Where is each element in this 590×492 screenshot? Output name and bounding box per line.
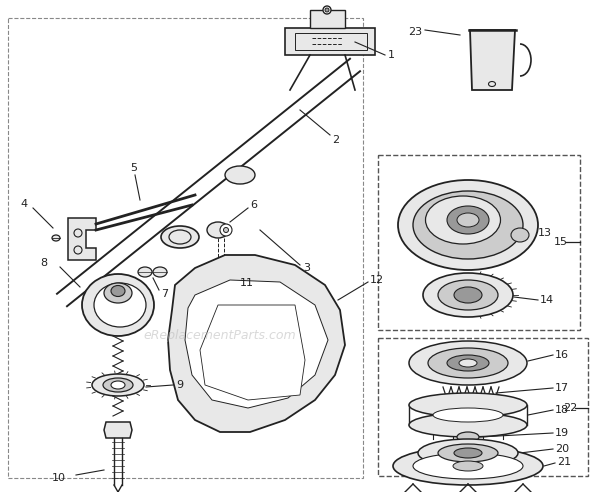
- Text: 10: 10: [52, 473, 66, 483]
- Bar: [295, 33, 367, 50]
- Text: 11: 11: [240, 278, 254, 288]
- Ellipse shape: [104, 283, 132, 303]
- Ellipse shape: [220, 224, 232, 236]
- Text: 20: 20: [555, 444, 569, 454]
- Ellipse shape: [111, 285, 125, 297]
- Ellipse shape: [207, 222, 229, 238]
- Text: 16: 16: [555, 350, 569, 360]
- Ellipse shape: [103, 378, 133, 392]
- Ellipse shape: [454, 448, 482, 458]
- Ellipse shape: [413, 453, 523, 479]
- Ellipse shape: [433, 408, 503, 422]
- Ellipse shape: [94, 283, 146, 327]
- Ellipse shape: [52, 235, 60, 241]
- Polygon shape: [200, 305, 305, 400]
- Ellipse shape: [409, 341, 527, 385]
- Ellipse shape: [224, 227, 228, 233]
- Text: 8: 8: [40, 258, 47, 268]
- Text: eReplacementParts.com: eReplacementParts.com: [144, 329, 296, 341]
- Polygon shape: [68, 218, 96, 260]
- Text: 13: 13: [538, 228, 552, 238]
- Text: 5: 5: [130, 163, 137, 173]
- Ellipse shape: [457, 432, 479, 442]
- Ellipse shape: [457, 213, 479, 227]
- Text: 3: 3: [303, 263, 310, 273]
- Ellipse shape: [393, 447, 543, 485]
- Text: 18: 18: [555, 405, 569, 415]
- Ellipse shape: [398, 180, 538, 270]
- Polygon shape: [104, 422, 132, 438]
- Ellipse shape: [138, 267, 152, 277]
- Text: 23: 23: [408, 27, 422, 37]
- Bar: [378, 155, 580, 330]
- Polygon shape: [285, 28, 375, 55]
- Text: 4: 4: [20, 199, 27, 209]
- Text: 19: 19: [555, 428, 569, 438]
- Text: 2: 2: [332, 135, 339, 145]
- Ellipse shape: [82, 274, 154, 336]
- Ellipse shape: [438, 444, 498, 462]
- Ellipse shape: [92, 374, 144, 396]
- Text: 12: 12: [370, 275, 384, 285]
- Ellipse shape: [425, 196, 500, 244]
- Ellipse shape: [323, 6, 331, 14]
- Polygon shape: [168, 255, 345, 432]
- Ellipse shape: [161, 226, 199, 248]
- Polygon shape: [470, 30, 515, 90]
- Text: 9: 9: [176, 380, 183, 390]
- Ellipse shape: [428, 348, 508, 378]
- Ellipse shape: [447, 206, 489, 234]
- Ellipse shape: [418, 439, 518, 467]
- Text: 1: 1: [388, 50, 395, 60]
- Ellipse shape: [153, 267, 167, 277]
- Polygon shape: [310, 10, 345, 28]
- Ellipse shape: [453, 461, 483, 471]
- Text: 7: 7: [161, 289, 168, 299]
- Ellipse shape: [447, 355, 489, 371]
- Text: 6: 6: [250, 200, 257, 210]
- Bar: [8, 18, 363, 478]
- Text: 21: 21: [557, 457, 571, 467]
- Ellipse shape: [192, 298, 208, 312]
- Ellipse shape: [413, 191, 523, 259]
- Ellipse shape: [409, 393, 527, 417]
- Ellipse shape: [454, 287, 482, 303]
- Polygon shape: [185, 280, 328, 408]
- Bar: [378, 338, 588, 476]
- Text: 17: 17: [555, 383, 569, 393]
- Ellipse shape: [325, 8, 329, 12]
- Text: 15: 15: [554, 237, 568, 247]
- Ellipse shape: [423, 273, 513, 317]
- Text: 14: 14: [540, 295, 554, 305]
- Ellipse shape: [511, 228, 529, 242]
- Ellipse shape: [111, 381, 125, 389]
- Ellipse shape: [409, 413, 527, 437]
- Ellipse shape: [438, 280, 498, 310]
- Ellipse shape: [459, 359, 477, 367]
- Ellipse shape: [225, 166, 255, 184]
- Text: 22: 22: [563, 403, 577, 413]
